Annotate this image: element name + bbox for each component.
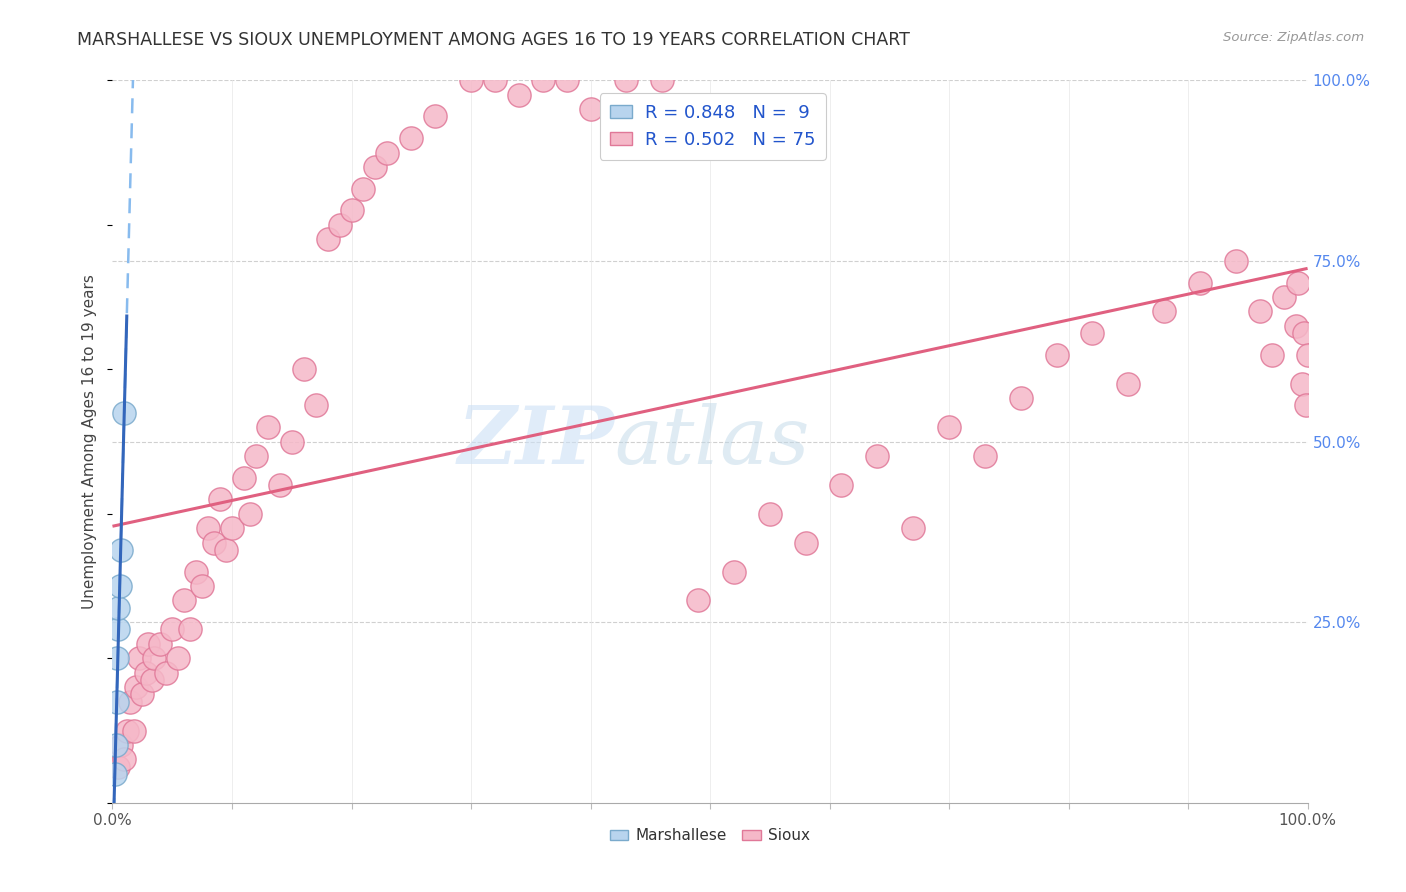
Point — [1295, 398, 1317, 412]
Point — [460, 73, 482, 87]
Point — [329, 218, 352, 232]
Point — [1272, 290, 1295, 304]
Point — [215, 542, 238, 557]
Point — [115, 723, 138, 738]
Legend: Marshallese, Sioux: Marshallese, Sioux — [603, 822, 817, 849]
Point — [1046, 348, 1069, 362]
Point — [233, 470, 256, 484]
Point — [257, 420, 280, 434]
Point — [651, 73, 673, 87]
Point — [555, 73, 578, 87]
Point — [794, 535, 817, 549]
Point — [209, 492, 232, 507]
Point — [143, 651, 166, 665]
Point — [197, 521, 219, 535]
Point — [131, 687, 153, 701]
Text: MARSHALLESE VS SIOUX UNEMPLOYMENT AMONG AGES 16 TO 19 YEARS CORRELATION CHART: MARSHALLESE VS SIOUX UNEMPLOYMENT AMONG … — [77, 31, 910, 49]
Point — [903, 521, 925, 535]
Point — [688, 593, 710, 607]
Point — [1225, 253, 1247, 268]
Point — [723, 565, 745, 579]
Point — [340, 203, 363, 218]
Point — [108, 579, 131, 593]
Point — [125, 680, 148, 694]
Text: atlas: atlas — [614, 403, 810, 480]
Point — [114, 406, 135, 420]
Point — [155, 665, 177, 680]
Point — [831, 478, 853, 492]
Point — [269, 478, 291, 492]
Point — [1249, 304, 1271, 318]
Point — [1081, 326, 1104, 340]
Point — [508, 87, 530, 102]
Point — [105, 695, 128, 709]
Point — [107, 600, 129, 615]
Point — [122, 723, 145, 738]
Point — [425, 110, 447, 124]
Point — [377, 145, 399, 160]
Y-axis label: Unemployment Among Ages 16 to 19 years: Unemployment Among Ages 16 to 19 years — [82, 274, 97, 609]
Point — [138, 637, 160, 651]
Point — [167, 651, 190, 665]
Point — [866, 449, 889, 463]
Point — [974, 449, 997, 463]
Point — [191, 579, 214, 593]
Point — [616, 73, 638, 87]
Point — [938, 420, 960, 434]
Point — [1261, 348, 1284, 362]
Point — [1291, 376, 1313, 391]
Point — [110, 738, 132, 752]
Point — [245, 449, 267, 463]
Point — [364, 160, 387, 174]
Point — [316, 232, 339, 246]
Point — [105, 651, 128, 665]
Point — [1010, 391, 1032, 405]
Point — [107, 623, 129, 637]
Point — [141, 673, 163, 687]
Point — [107, 760, 129, 774]
Point — [1118, 376, 1140, 391]
Point — [1292, 326, 1315, 340]
Point — [1296, 348, 1319, 362]
Point — [221, 521, 243, 535]
Text: Source: ZipAtlas.com: Source: ZipAtlas.com — [1223, 31, 1364, 45]
Point — [239, 507, 262, 521]
Point — [179, 623, 201, 637]
Point — [292, 362, 315, 376]
Point — [110, 542, 132, 557]
Point — [114, 752, 135, 766]
Point — [173, 593, 195, 607]
Point — [484, 73, 506, 87]
Point — [401, 131, 423, 145]
Point — [1153, 304, 1175, 318]
Point — [531, 73, 554, 87]
Point — [1189, 276, 1212, 290]
Point — [104, 767, 127, 781]
Point — [186, 565, 208, 579]
Point — [162, 623, 183, 637]
Point — [305, 398, 328, 412]
Point — [149, 637, 172, 651]
Point — [759, 507, 782, 521]
Point — [1286, 276, 1309, 290]
Point — [281, 434, 304, 449]
Text: ZIP: ZIP — [457, 403, 614, 480]
Point — [1285, 318, 1308, 333]
Point — [120, 695, 142, 709]
Point — [579, 102, 602, 116]
Point — [135, 665, 157, 680]
Point — [352, 182, 374, 196]
Point — [128, 651, 150, 665]
Point — [202, 535, 225, 549]
Point — [105, 738, 128, 752]
